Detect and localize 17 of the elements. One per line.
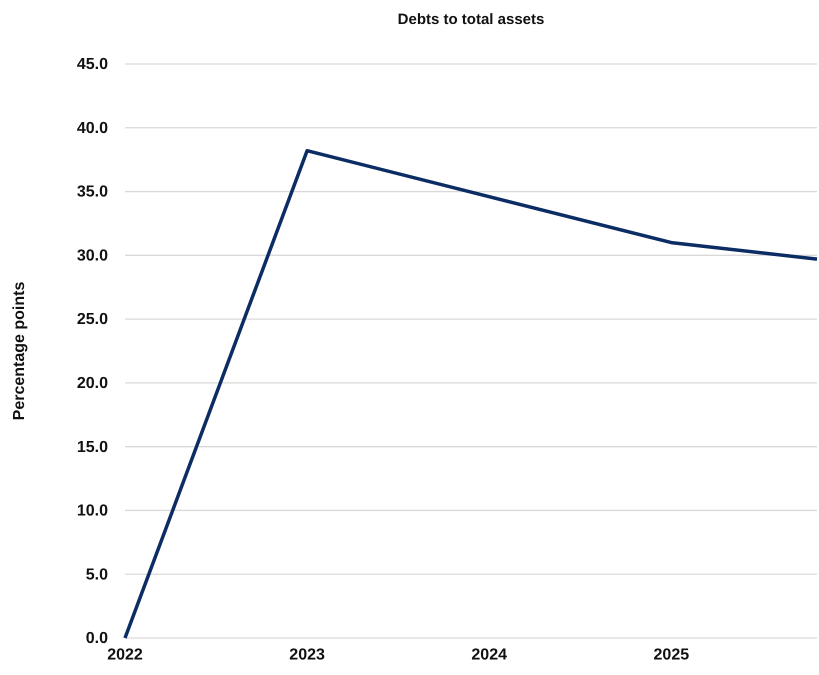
chart-title: Debts to total assets — [398, 11, 544, 28]
x-tick-label: 2024 — [471, 646, 508, 664]
y-tick-label: 10.0 — [76, 502, 108, 520]
y-tick-label: 15.0 — [76, 438, 108, 456]
line-series — [123, 148, 819, 640]
y-tick-label: 30.0 — [76, 247, 108, 264]
x-tick-label: 2023 — [289, 646, 326, 664]
y-tick-label: 25.0 — [76, 311, 108, 328]
y-tick-label: 40.0 — [76, 120, 108, 137]
x-tick-label: 2025 — [654, 646, 690, 664]
x-tick-label: 2022 — [107, 646, 143, 664]
y-tick-label: 20.0 — [76, 375, 108, 392]
y-tick-label: 0.0 — [86, 630, 108, 648]
y-tick-label: 45.0 — [76, 56, 108, 74]
y-axis-title: Percentage points — [11, 282, 28, 420]
y-tick-label: 35.0 — [76, 184, 108, 201]
y-tick-label: 5.0 — [86, 566, 108, 584]
